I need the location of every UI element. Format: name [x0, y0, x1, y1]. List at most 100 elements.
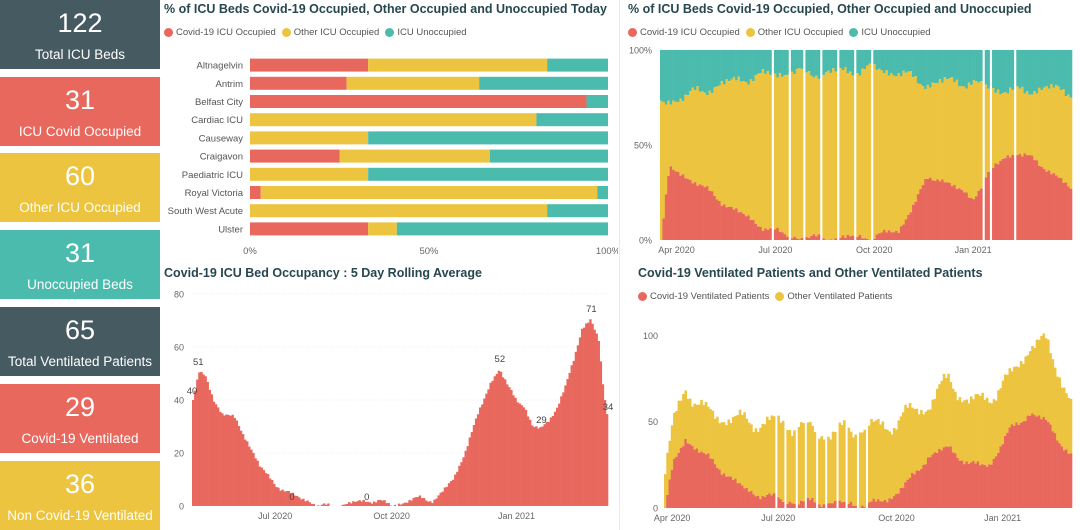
- trend-other-bar: [887, 75, 891, 231]
- legend-dot: [628, 28, 637, 37]
- kpi-card-total-ventilated[interactable]: 65 Total Ventilated Patients: [0, 307, 160, 376]
- rolling-bar: [258, 466, 261, 506]
- rolling-bar: [304, 501, 307, 506]
- trend-other-bar: [727, 81, 731, 207]
- trend-unoccupied-bar: [984, 50, 988, 85]
- vent-other-bar: [849, 431, 853, 502]
- rolling-bar: [531, 425, 534, 506]
- rolling-bar: [499, 371, 503, 506]
- trend-unoccupied-bar: [955, 50, 959, 80]
- kpi-value: 31: [64, 85, 96, 115]
- trend-covid-bar: [904, 219, 908, 240]
- category-label: Ulster: [218, 224, 243, 235]
- rolling-bar: [387, 502, 390, 506]
- vent-covid-bar: [899, 487, 903, 508]
- vent-covid-bar: [906, 479, 910, 508]
- vent-other-bar: [870, 419, 873, 502]
- vent-covid-bar: [904, 482, 907, 508]
- legend-item-other[interactable]: Other ICU Occupied: [745, 27, 843, 38]
- trend-other-bar: [798, 68, 801, 240]
- kpi-card-covid-ventilated[interactable]: 29 Covid-19 Ventilated: [0, 384, 160, 453]
- legend-item-other[interactable]: Other ICU Occupied: [281, 27, 379, 38]
- trend-covid-bar: [708, 190, 712, 240]
- vent-covid-bar: [1028, 415, 1032, 508]
- kpi-label: Other ICU Occupied: [19, 200, 141, 215]
- vent-other-bar: [967, 403, 971, 464]
- rolling-bar: [233, 417, 236, 506]
- trend-unoccupied-bar: [933, 50, 937, 84]
- legend-item-covid[interactable]: Covid-19 ICU Occupied: [164, 27, 276, 38]
- bar-covid-segment: [250, 186, 261, 199]
- trend-other-bar: [890, 72, 893, 233]
- trend-covid-bar: [669, 166, 673, 240]
- category-label: Paediatric ICU: [182, 170, 243, 181]
- vent-covid-bar: [881, 501, 885, 508]
- trend-covid-bar: [812, 234, 816, 240]
- bar-other-segment: [250, 167, 369, 181]
- trend-other-bar: [962, 86, 966, 193]
- y-tick-label: 20: [174, 449, 184, 459]
- trend-other-bar: [667, 100, 670, 176]
- y-tick-label: 0%: [639, 236, 652, 246]
- trend-unoccupied-bar: [885, 50, 889, 71]
- category-label: Royal Victoria: [185, 188, 244, 199]
- trend-unoccupied-bar: [849, 50, 852, 72]
- vent-covid-bar: [868, 502, 871, 508]
- trend-covid-bar: [975, 196, 978, 240]
- trend-unoccupied-bar: [875, 50, 879, 70]
- rolling-bar: [489, 382, 492, 506]
- vent-other-bar: [879, 424, 882, 502]
- kpi-card-icu-covid-occupied[interactable]: 31 ICU Covid Occupied: [0, 77, 160, 146]
- trend-unoccupied-bar: [730, 50, 734, 80]
- kpi-card-non-covid-ventilated[interactable]: 36 Non Covid-19 Ventilated: [0, 461, 160, 530]
- trend-unoccupied-bar: [943, 50, 947, 78]
- vent-other-bar: [677, 400, 681, 453]
- legend-item-other-ventilated[interactable]: Other Ventilated Patients: [775, 291, 892, 302]
- vent-other-bar: [1062, 387, 1066, 451]
- rolling-bar: [250, 449, 253, 506]
- vent-other-bar: [983, 399, 987, 465]
- vent-covid-bar: [1035, 416, 1039, 508]
- trend-other-bar: [1004, 92, 1007, 159]
- trend-other-bar: [708, 90, 712, 191]
- kpi-card-other-icu-occupied[interactable]: 60 Other ICU Occupied: [0, 153, 160, 222]
- trend-covid-bar: [674, 171, 678, 240]
- rolling-bar: [327, 503, 330, 506]
- trend-other-bar: [1028, 94, 1032, 156]
- rolling-bar: [200, 371, 203, 506]
- kpi-card-total-icu-beds[interactable]: 122 Total ICU Beds: [0, 0, 160, 69]
- rolling-bar: [414, 497, 417, 506]
- vent-other-bar: [707, 406, 710, 454]
- rolling-bar: [462, 457, 465, 506]
- rolling-bar: [320, 504, 324, 506]
- trend-unoccupied-bar: [686, 50, 690, 96]
- vent-other-bar: [1065, 393, 1068, 450]
- kpi-card-unoccupied-beds[interactable]: 31 Unoccupied Beds: [0, 230, 160, 299]
- vent-other-bar: [895, 429, 898, 494]
- vent-other-bar: [1056, 376, 1059, 441]
- rolling-chart: 0 20 40 60 80 40 51 0 0 52 29 71 34 Jul 2020 Oct 2020 J…: [174, 290, 613, 522]
- trend-other-bar: [839, 68, 843, 238]
- trend-covid-bar: [1062, 182, 1066, 240]
- legend-item-unoccupied[interactable]: ICU Unoccupied: [385, 27, 467, 38]
- rolling-bar: [516, 402, 519, 506]
- legend-item-covid-ventilated[interactable]: Covid-19 Ventilated Patients: [638, 291, 769, 302]
- trend-other-bar: [994, 92, 998, 164]
- legend-item-covid[interactable]: Covid-19 ICU Occupied: [628, 27, 740, 38]
- trend-covid-bar: [1030, 155, 1034, 240]
- trend-other-bar: [1062, 89, 1066, 183]
- legend-item-unoccupied[interactable]: ICU Unoccupied: [849, 27, 931, 38]
- trend-covid-bar: [1008, 157, 1012, 240]
- vent-other-bar: [886, 429, 889, 503]
- trend-covid-bar: [679, 175, 683, 240]
- vent-covid-bar: [1053, 433, 1057, 508]
- trend-other-bar: [703, 92, 707, 188]
- kpi-value: 31: [64, 238, 96, 268]
- rolling-bar: [400, 504, 403, 506]
- trend-unoccupied-bar: [778, 50, 782, 74]
- vent-other-bar: [990, 403, 993, 465]
- vent-covid-bar: [716, 467, 719, 508]
- trend-unoccupied-bar: [907, 50, 910, 72]
- kpi-value: 29: [64, 392, 96, 422]
- bar-unoccupied-segment: [547, 58, 608, 72]
